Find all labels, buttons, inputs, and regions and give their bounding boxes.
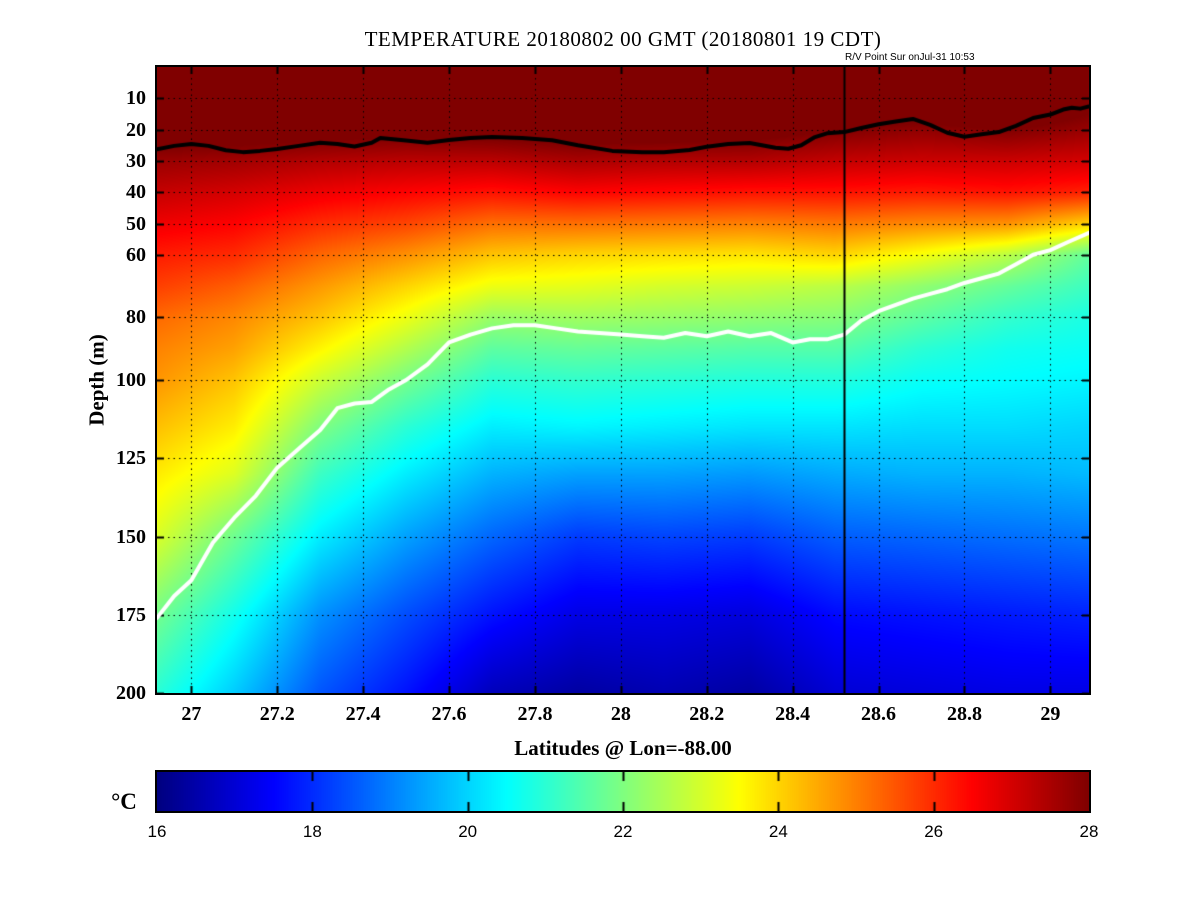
colorbar-tick-label: 20 [458, 822, 478, 841]
x-tick-label: 28.2 [689, 703, 725, 725]
y-tick-label: 30 [126, 149, 146, 172]
x-tick-label: 27.2 [259, 703, 295, 725]
y-tick-label: 80 [126, 306, 146, 329]
y-tick-label: 175 [116, 603, 146, 626]
colorbar-frame [155, 770, 1091, 813]
x-tick-label: 28.4 [775, 703, 811, 725]
chart-title: TEMPERATURE 20180802 00 GMT (20180801 19… [364, 27, 882, 51]
colorbar-tick-label: 26 [924, 822, 944, 841]
y-tick-label: 10 [126, 87, 146, 110]
temperature-heatmap-canvas [157, 67, 1089, 693]
y-tick-label: 150 [116, 525, 146, 548]
colorbar-canvas [157, 772, 1089, 811]
x-tick-label: 27.8 [517, 703, 553, 725]
x-axis-label: Latitudes @ Lon=-88.00 [514, 736, 732, 760]
colorbar-tick-label: 18 [302, 822, 322, 841]
x-tick-label: 28.6 [861, 703, 897, 725]
x-tick-label: 27 [181, 703, 202, 725]
colorbar-tick-label: 22 [613, 822, 633, 841]
x-tick-label: 27.4 [345, 703, 381, 725]
y-tick-label: 60 [126, 243, 146, 266]
colorbar-unit-label: °C [111, 789, 137, 814]
y-tick-label: 125 [116, 447, 146, 470]
colorbar-tick-label: 28 [1079, 822, 1099, 841]
x-tick-label: 28.8 [946, 703, 982, 725]
x-tick-label: 29 [1040, 703, 1061, 725]
y-tick-label: 50 [126, 212, 146, 235]
y-tick-label: 100 [116, 369, 146, 391]
colorbar-tick-label: 24 [768, 822, 788, 841]
x-tick-label: 28 [610, 703, 631, 725]
colorbar-tick-label: 16 [147, 822, 167, 841]
x-tick-label: 27.6 [431, 703, 467, 725]
plot-frame [155, 65, 1091, 695]
y-tick-label: 20 [126, 118, 146, 141]
y-tick-label: 200 [116, 682, 146, 704]
y-tick-label: 40 [126, 181, 146, 204]
ship-annotation-label: R/V Point Sur onJul-31 10:53 [845, 52, 975, 63]
